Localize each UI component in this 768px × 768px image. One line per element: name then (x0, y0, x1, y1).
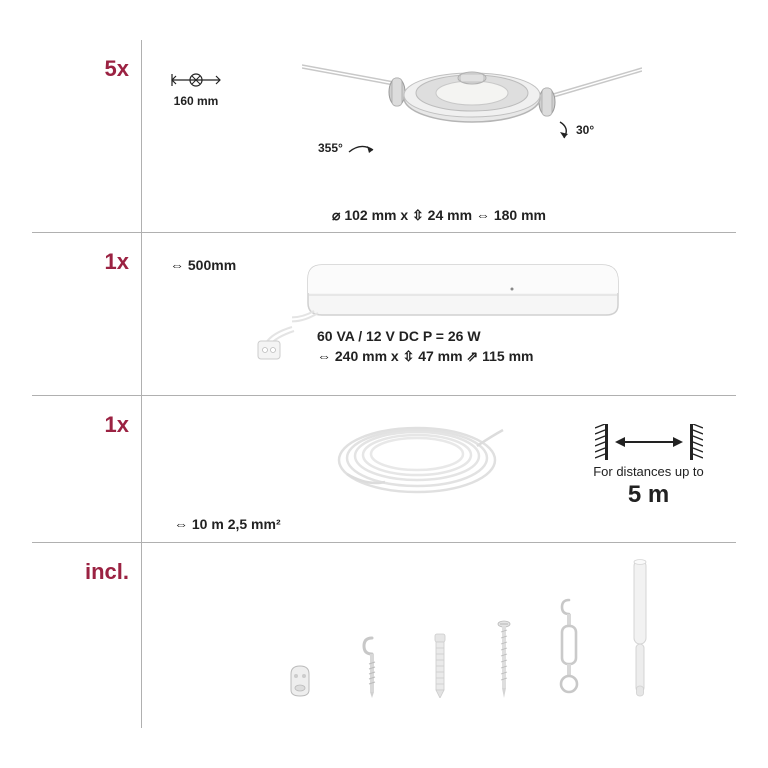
row-light-fixture: 5x 160 mm (32, 40, 736, 233)
power-supply-icon (292, 253, 622, 323)
max-distance-spec: For distances up to 5 m (571, 424, 726, 509)
qty-label: 1x (105, 412, 129, 438)
power-rating: 60 VA / 12 V DC P = 26 W (317, 327, 533, 347)
qty-col: 1x (32, 233, 142, 395)
wall-plug-icon (430, 632, 450, 698)
row-power-supply: 1x ⇔ 500mm 60 VA / 12 (32, 233, 736, 396)
qty-col: 5x (32, 40, 142, 232)
psu-dimensions: ⇔ 240 mm x ⇳ 47 mm ⇗ 115 mm (317, 347, 533, 367)
cable-dimensions: ⇔ 10 m 2,5 mm² (174, 516, 281, 532)
plug-icon (252, 325, 296, 365)
light-fixture-icon (302, 50, 642, 180)
turnbuckle-icon (558, 598, 580, 698)
hook-screw-icon (361, 634, 383, 698)
tilt-angle-right: 30° (554, 120, 594, 140)
fixture-dimensions: ⌀ 102 mm x ⇳ 24 mm ⇔ 180 mm (332, 207, 546, 224)
qty-col: 1x (32, 396, 142, 542)
cable-clamp-icon (285, 664, 315, 698)
content-col: ⇔ 10 m 2,5 mm² (142, 396, 736, 542)
rotation-angle-left: 355° (318, 140, 375, 156)
wall-hatch-icon (595, 424, 609, 460)
rotation-arrow-icon (347, 140, 375, 156)
spacing-icon (170, 68, 222, 92)
power-specs: 60 VA / 12 V DC P = 26 W ⇔ 240 mm x ⇳ 47… (317, 327, 533, 366)
content-col: 160 mm (142, 40, 736, 232)
cable-coil-icon (317, 412, 517, 502)
qty-col: incl. (32, 543, 142, 728)
content-col (142, 543, 736, 728)
product-contents-infographic: 5x 160 mm (32, 40, 736, 728)
distance-value: 5 m (571, 481, 726, 509)
content-col: ⇔ 500mm 60 VA / 12 V DC P = 26 W (142, 233, 736, 395)
row-accessories: incl. (32, 543, 736, 728)
screw-icon (496, 620, 512, 698)
tilt-arrow-icon (554, 120, 574, 140)
incl-label: incl. (85, 559, 129, 585)
distance-label: For distances up to (571, 464, 726, 479)
row-cable: 1x ⇔ 10 m 2,5 mm² (32, 396, 736, 543)
spacing-spec: 160 mm (170, 68, 222, 108)
mounting-rod-icon (627, 558, 653, 698)
accessories-icons (262, 558, 676, 698)
spacing-value: 160 mm (170, 94, 222, 108)
wall-hatch-icon (689, 424, 703, 460)
cable-length: ⇔ 500mm (170, 257, 236, 273)
qty-label: 1x (105, 249, 129, 275)
double-arrow-icon (615, 434, 683, 450)
qty-label: 5x (105, 56, 129, 82)
